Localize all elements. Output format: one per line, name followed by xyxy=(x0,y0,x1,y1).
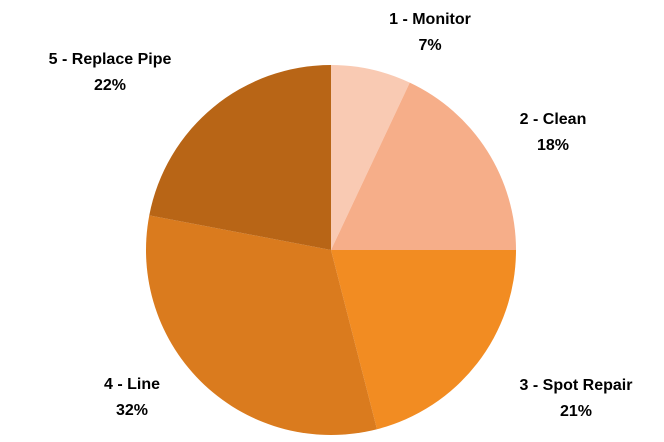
slice-label: 4 - Line xyxy=(104,376,160,393)
pie-slice xyxy=(331,250,516,430)
slice-label: 3 - Spot Repair xyxy=(520,377,633,394)
slice-label: 2 - Clean xyxy=(520,111,587,128)
slice-value-label: 18% xyxy=(537,137,569,154)
pie-slice xyxy=(146,215,378,436)
pie-slice xyxy=(331,65,410,250)
slice-value-label: 22% xyxy=(94,77,126,94)
slice-value-label: 7% xyxy=(418,37,441,54)
pie-slice xyxy=(331,82,516,250)
slice-value-label: 21% xyxy=(560,403,592,420)
pie-slice xyxy=(149,65,331,250)
slice-label: 1 - Monitor xyxy=(389,11,471,28)
slice-label: 5 - Replace Pipe xyxy=(49,51,172,68)
slice-value-label: 32% xyxy=(116,402,148,419)
